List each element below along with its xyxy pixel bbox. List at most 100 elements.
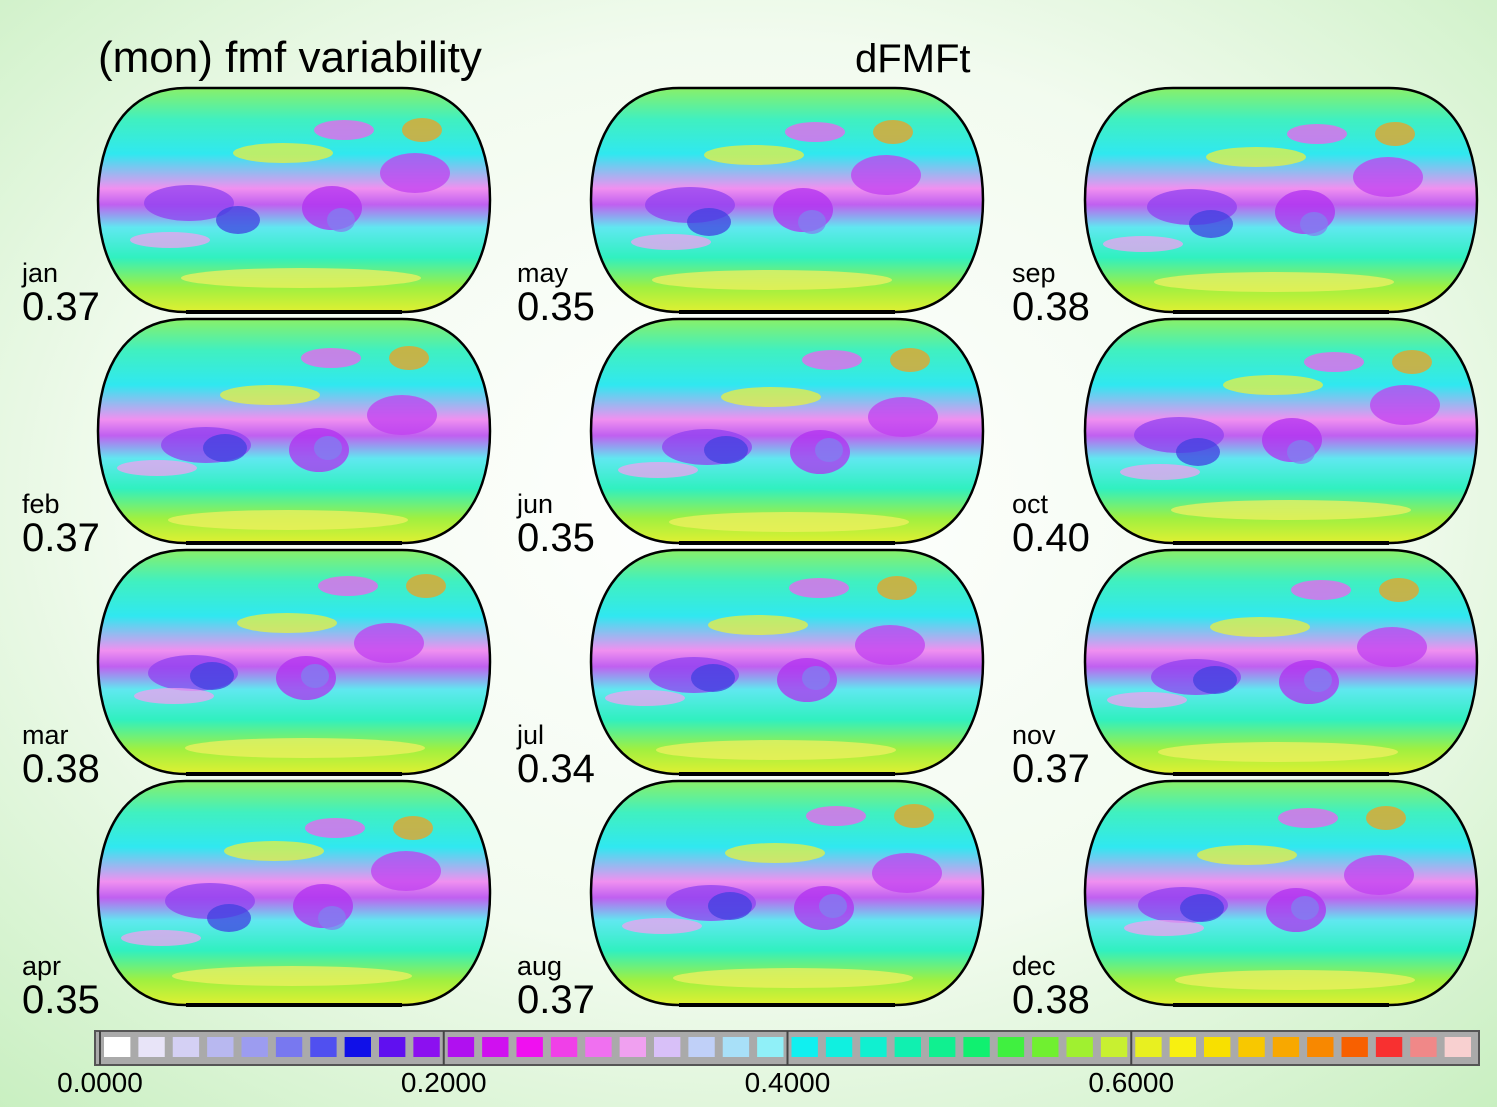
map-region: [327, 208, 355, 232]
colorbar-swatch: [516, 1037, 543, 1057]
month-label: oct: [1012, 489, 1049, 519]
panel-value: 0.40: [1012, 516, 1090, 560]
colorbar-swatch: [138, 1037, 165, 1057]
map-region: [134, 688, 214, 704]
map-region: [1379, 578, 1419, 602]
title: (mon) fmf variability: [98, 33, 482, 82]
map: [1083, 317, 1479, 545]
panel-value: 0.37: [22, 516, 100, 560]
map-region: [1278, 808, 1338, 828]
colorbar-swatch: [1100, 1037, 1128, 1057]
map-region: [704, 145, 804, 165]
colorbar-swatch: [860, 1037, 887, 1057]
colorbar-swatch: [550, 1037, 578, 1057]
map-region: [144, 185, 234, 221]
colorbar-swatch: [997, 1037, 1025, 1057]
month-label: aug: [517, 951, 562, 981]
map-panels: [96, 86, 1479, 1007]
month-label: nov: [1012, 720, 1056, 750]
colorbar-swatch: [379, 1037, 406, 1057]
map-region: [873, 120, 913, 144]
map-region: [721, 387, 821, 407]
colorbar-swatch: [825, 1037, 853, 1057]
map-region: [314, 436, 342, 460]
map-region: [802, 350, 862, 370]
colorbar-swatch: [1375, 1037, 1403, 1057]
map-region: [1189, 210, 1233, 238]
map-region: [318, 906, 346, 930]
map-region: [725, 843, 825, 863]
map-region: [877, 576, 917, 600]
map-field: [98, 781, 490, 1005]
colorbar-swatch: [1307, 1037, 1334, 1057]
map-region: [1154, 272, 1394, 292]
colorbar-swatch: [413, 1037, 440, 1057]
colorbar-swatch: [688, 1037, 715, 1057]
map-region: [1124, 920, 1204, 936]
map: [589, 86, 985, 314]
map-region: [172, 966, 412, 986]
map-region: [1304, 352, 1364, 372]
map-region: [1370, 385, 1440, 425]
subtitle: dFMFt: [855, 37, 971, 81]
colorbar-swatch: [1032, 1037, 1059, 1057]
panel-value: 0.37: [22, 285, 100, 329]
colorbar-swatch: [619, 1037, 646, 1057]
map-region: [402, 118, 442, 142]
map-region: [708, 892, 752, 920]
colorbar: 0.0000 0.2000 0.4000 0.6000: [57, 1031, 1471, 1098]
map-region: [631, 234, 711, 250]
map-region: [798, 210, 826, 234]
colorbar-tick-label: 0.2000: [401, 1067, 487, 1098]
colorbar-swatch: [104, 1037, 131, 1057]
map-region: [190, 662, 234, 690]
map-region: [224, 841, 324, 861]
map-region: [207, 904, 251, 932]
map-region: [301, 348, 361, 368]
colorbar-swatch: [207, 1037, 234, 1057]
colorbar-swatch: [1169, 1037, 1196, 1057]
map-region: [1366, 806, 1406, 830]
map-region: [1344, 855, 1414, 895]
colorbar-swatch: [654, 1037, 681, 1057]
colorbar-swatch: [963, 1037, 990, 1057]
map-region: [1304, 668, 1332, 692]
map-region: [371, 851, 441, 891]
map-region: [1158, 742, 1398, 762]
map-field: [591, 319, 983, 543]
map-field: [1085, 550, 1477, 774]
colorbar-tick-label: 0.4000: [745, 1067, 831, 1098]
map-region: [1375, 122, 1415, 146]
map-region: [1392, 350, 1432, 374]
map-region: [203, 434, 247, 462]
map-region: [1287, 124, 1347, 144]
map-field: [98, 550, 490, 774]
map-region: [708, 615, 808, 635]
colorbar-swatch: [1410, 1037, 1437, 1057]
month-label: sep: [1012, 258, 1056, 288]
map-region: [380, 153, 450, 193]
colorbar-swatch: [482, 1037, 509, 1057]
map-region: [216, 206, 260, 234]
panel-value: 0.37: [1012, 747, 1090, 791]
month-label: dec: [1012, 951, 1056, 981]
colorbar-swatch: [791, 1037, 818, 1057]
map-region: [855, 625, 925, 665]
map: [589, 779, 985, 1007]
map: [96, 548, 492, 776]
map-region: [1120, 464, 1200, 480]
map-region: [894, 804, 934, 828]
map-field: [591, 550, 983, 774]
map-field: [98, 319, 490, 543]
map-region: [789, 578, 849, 598]
map-region: [1171, 500, 1411, 520]
colorbar-swatch: [1341, 1037, 1368, 1057]
panel-value: 0.37: [517, 978, 595, 1022]
month-label: may: [517, 258, 569, 288]
map-field: [591, 88, 983, 312]
map-region: [656, 740, 896, 760]
map-region: [130, 232, 210, 248]
map: [96, 779, 492, 1007]
